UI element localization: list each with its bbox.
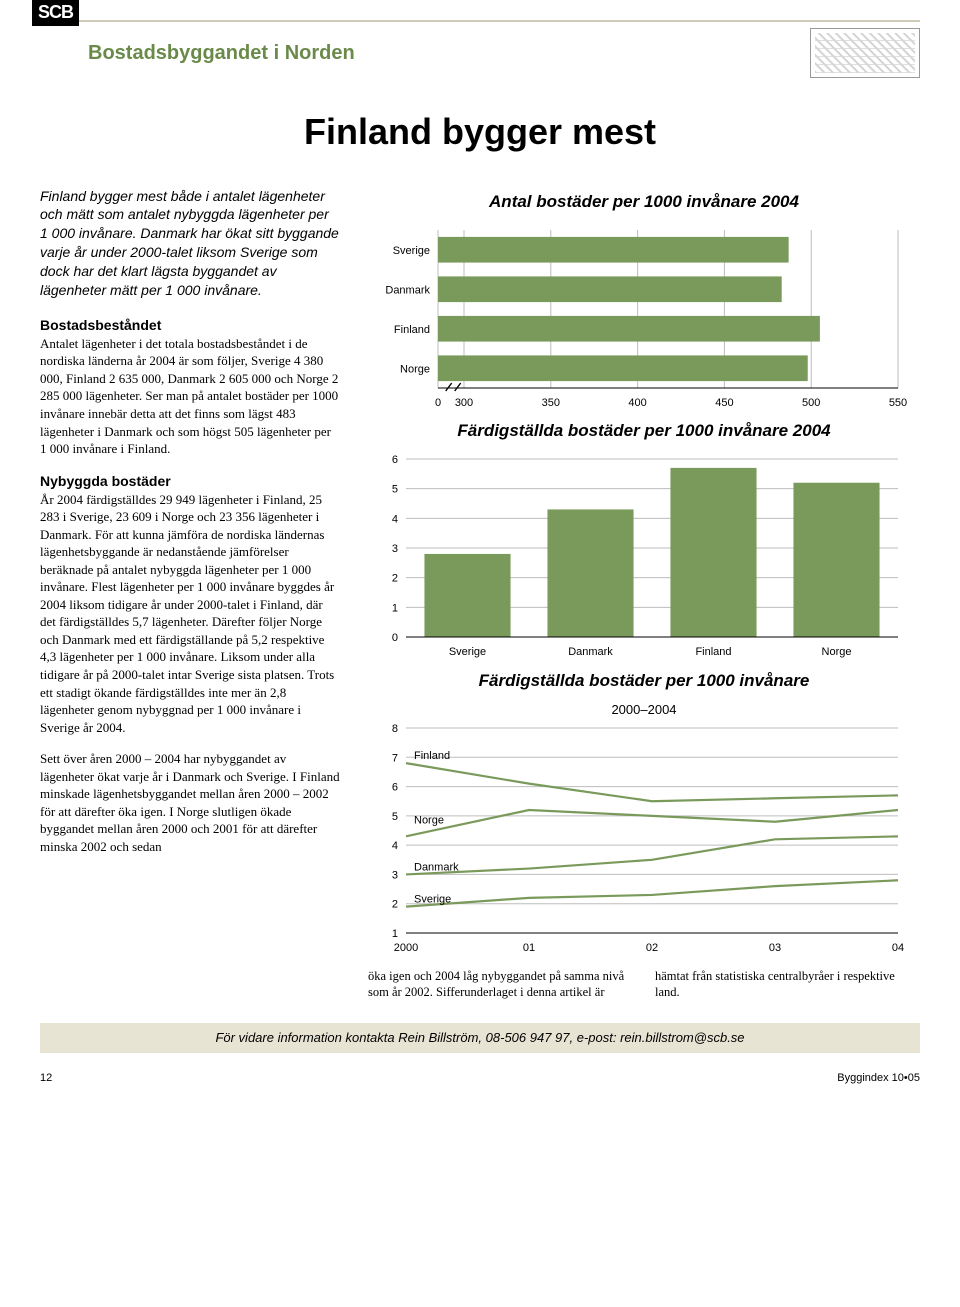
svg-text:04: 04 [892,942,904,954]
svg-text:Danmark: Danmark [385,284,430,296]
section-head-nybygg: Nybyggda bostäder [40,473,171,489]
footer-info-band: För vidare information kontakta Rein Bil… [40,1023,920,1053]
svg-text:Finland: Finland [414,750,450,762]
page-header: SCB Bostadsbyggandet i Norden [40,20,920,78]
svg-text:6: 6 [392,454,398,466]
left-column: Finland bygger mest både i antalet lägen… [40,187,340,1002]
section-text-nybygg: År 2004 färdigställdes 29 949 lägenheter… [40,492,334,735]
svg-text:300: 300 [455,397,473,409]
svg-text:03: 03 [769,942,781,954]
section-over-years: Sett över åren 2000 – 2004 har nybyggand… [40,750,340,855]
svg-text:3: 3 [392,869,398,881]
chart1-svg: 0 300 350 400 450 500 550 Sverige Danmark Finland… [368,222,908,412]
svg-text:Danmark: Danmark [414,861,459,873]
svg-text:1: 1 [392,602,398,614]
section-text-bestand: Antalet lägenheter i det totala bostadsb… [40,336,338,456]
svg-text:02: 02 [646,942,658,954]
svg-text:8: 8 [392,723,398,735]
svg-text:4: 4 [392,513,398,525]
svg-text:2: 2 [392,573,398,585]
svg-text:5: 5 [392,484,398,496]
svg-text:2: 2 [392,899,398,911]
svg-text:Sverige: Sverige [449,646,486,658]
main-title: Finland bygger mest [40,108,920,157]
page-footer: 12 Byggindex 10•05 [40,1071,920,1086]
svg-text:550: 550 [889,397,907,409]
right-bottom-col1: öka igen och 2004 låg nybyggandet på sam… [368,968,633,1002]
svg-text:Norge: Norge [822,646,852,658]
svg-text:450: 450 [715,397,733,409]
svg-text:350: 350 [542,397,560,409]
header-section-title: Bostadsbyggandet i Norden [88,40,355,67]
page-number: 12 [40,1071,52,1086]
svg-text:7: 7 [392,752,398,764]
svg-text:3: 3 [392,543,398,555]
svg-text:5: 5 [392,811,398,823]
chart2-title: Färdigställda bostäder per 1000 invånare… [368,420,920,443]
header-illustration [810,28,920,78]
section-nybygg: Nybyggda bostäder År 2004 färdigställdes… [40,472,340,737]
svg-text:500: 500 [802,397,820,409]
svg-text:Danmark: Danmark [568,646,613,658]
section-bestand: Bostadsbeståndet Antalet lägenheter i de… [40,316,340,458]
right-bottom-text: öka igen och 2004 låg nybyggandet på sam… [368,968,920,1002]
svg-text:400: 400 [628,397,646,409]
svg-text:Norge: Norge [400,363,430,375]
intro-paragraph: Finland bygger mest både i antalet lägen… [40,187,340,300]
svg-text:0: 0 [435,397,441,409]
svg-text:0: 0 [392,632,398,644]
svg-text:Finland: Finland [394,323,430,335]
svg-text:Finland: Finland [695,646,731,658]
chart2-svg: 0 1 2 3 4 5 6 Sverige Danmark Finland Norge [368,451,908,661]
svg-text:Sverige: Sverige [393,244,430,256]
scb-logo: SCB [32,0,79,26]
svg-text:4: 4 [392,840,398,852]
svg-text:01: 01 [523,942,535,954]
chart1-title: Antal bostäder per 1000 invånare 2004 [368,191,920,214]
section-head-bestand: Bostadsbeståndet [40,317,161,333]
svg-text:6: 6 [392,782,398,794]
chart3-svg: 1 2 3 4 5 6 7 8 2000 01 02 03 04 Finland Norge Danmark S… [368,722,908,957]
svg-text:1: 1 [392,928,398,940]
publication-ref: Byggindex 10•05 [837,1071,920,1086]
svg-text:2000: 2000 [394,942,418,954]
chart3-subtitle: 2000–2004 [368,701,920,719]
svg-text:Norge: Norge [414,815,444,827]
right-bottom-col2: hämtat från statistiska centralbyråer i … [655,968,920,1002]
svg-text:Sverige: Sverige [414,894,451,906]
right-column: Antal bostäder per 1000 invånare 2004 03… [368,187,920,1002]
chart3-title: Färdigställda bostäder per 1000 invånare [368,670,920,693]
